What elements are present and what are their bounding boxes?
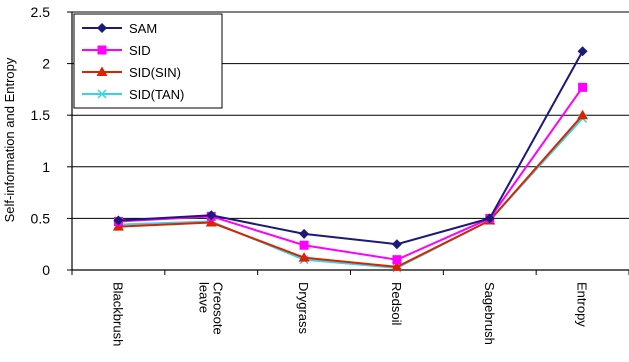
series-sid-tan <box>113 113 588 273</box>
x-tick-label: Entropy <box>575 282 590 327</box>
square-marker <box>299 240 309 250</box>
square-marker <box>392 255 402 265</box>
x-marker <box>97 89 107 99</box>
diamond-marker <box>97 23 107 33</box>
triangle-marker <box>205 217 217 227</box>
y-tick-label: 1 <box>42 159 50 175</box>
x-tick-label-group: Drygrass <box>296 282 311 335</box>
y-tick-label: 0 <box>42 262 50 278</box>
y-axis-label: Self-information and Entropy <box>2 57 17 222</box>
x-tick-label-group: Sagebrush <box>482 282 497 345</box>
legend-entry: SID <box>82 43 151 58</box>
diamond-marker <box>299 228 310 239</box>
axes <box>67 11 629 275</box>
x-tick-label-group: Entropy <box>575 282 590 327</box>
legend-entry: SID(SIN) <box>82 65 181 80</box>
legend: SAM SID SID(SIN) SID(TAN) <box>73 13 223 109</box>
legend-label: SID <box>129 43 151 58</box>
series-line <box>118 50 584 246</box>
y-tick-label: 0.5 <box>31 210 51 226</box>
x-tick-label: Sagebrush <box>482 282 497 345</box>
series-line <box>118 86 584 261</box>
triangle-marker <box>577 109 589 120</box>
y-tick-label: 2 <box>42 56 50 72</box>
y-tick-label: 2.5 <box>31 4 51 20</box>
legend-box <box>73 13 223 109</box>
legend-label: SID(TAN) <box>129 87 184 102</box>
diamond-marker <box>113 215 124 226</box>
triangle-marker <box>96 66 108 76</box>
square-marker <box>578 82 588 92</box>
series-line <box>118 114 584 268</box>
x-tick-label: Redsoil <box>389 282 404 325</box>
series-lines <box>112 46 589 273</box>
series-sid <box>113 82 588 265</box>
legend-label: SID(SIN) <box>129 65 181 80</box>
series-sid-sin <box>112 109 589 271</box>
triangle-marker <box>298 252 310 262</box>
legend-label: SAM <box>129 21 157 36</box>
x-tick-label: leave <box>196 282 211 313</box>
x-marker-stroke <box>97 89 107 99</box>
x-tick-label-group: Redsoil <box>389 282 404 325</box>
series-sam <box>113 46 588 250</box>
legend-entry: SID(TAN) <box>82 87 184 102</box>
x-tick-label: Blackbrush <box>110 282 125 346</box>
square-marker <box>97 45 107 55</box>
x-tick-label-group: Blackbrush <box>110 282 125 346</box>
y-tick-label: 1.5 <box>31 107 51 123</box>
diamond-marker <box>577 46 588 57</box>
y-tick-labels: 0 0.5 1 1.5 2 2.5 <box>31 4 51 278</box>
x-tick-label: Creosote <box>210 282 225 335</box>
diamond-marker <box>206 210 217 221</box>
diamond-marker <box>484 213 495 224</box>
triangle-marker <box>391 261 403 271</box>
legend-entry: SAM <box>82 21 157 36</box>
x-tick-label: Drygrass <box>296 282 311 335</box>
diamond-marker <box>391 239 402 250</box>
